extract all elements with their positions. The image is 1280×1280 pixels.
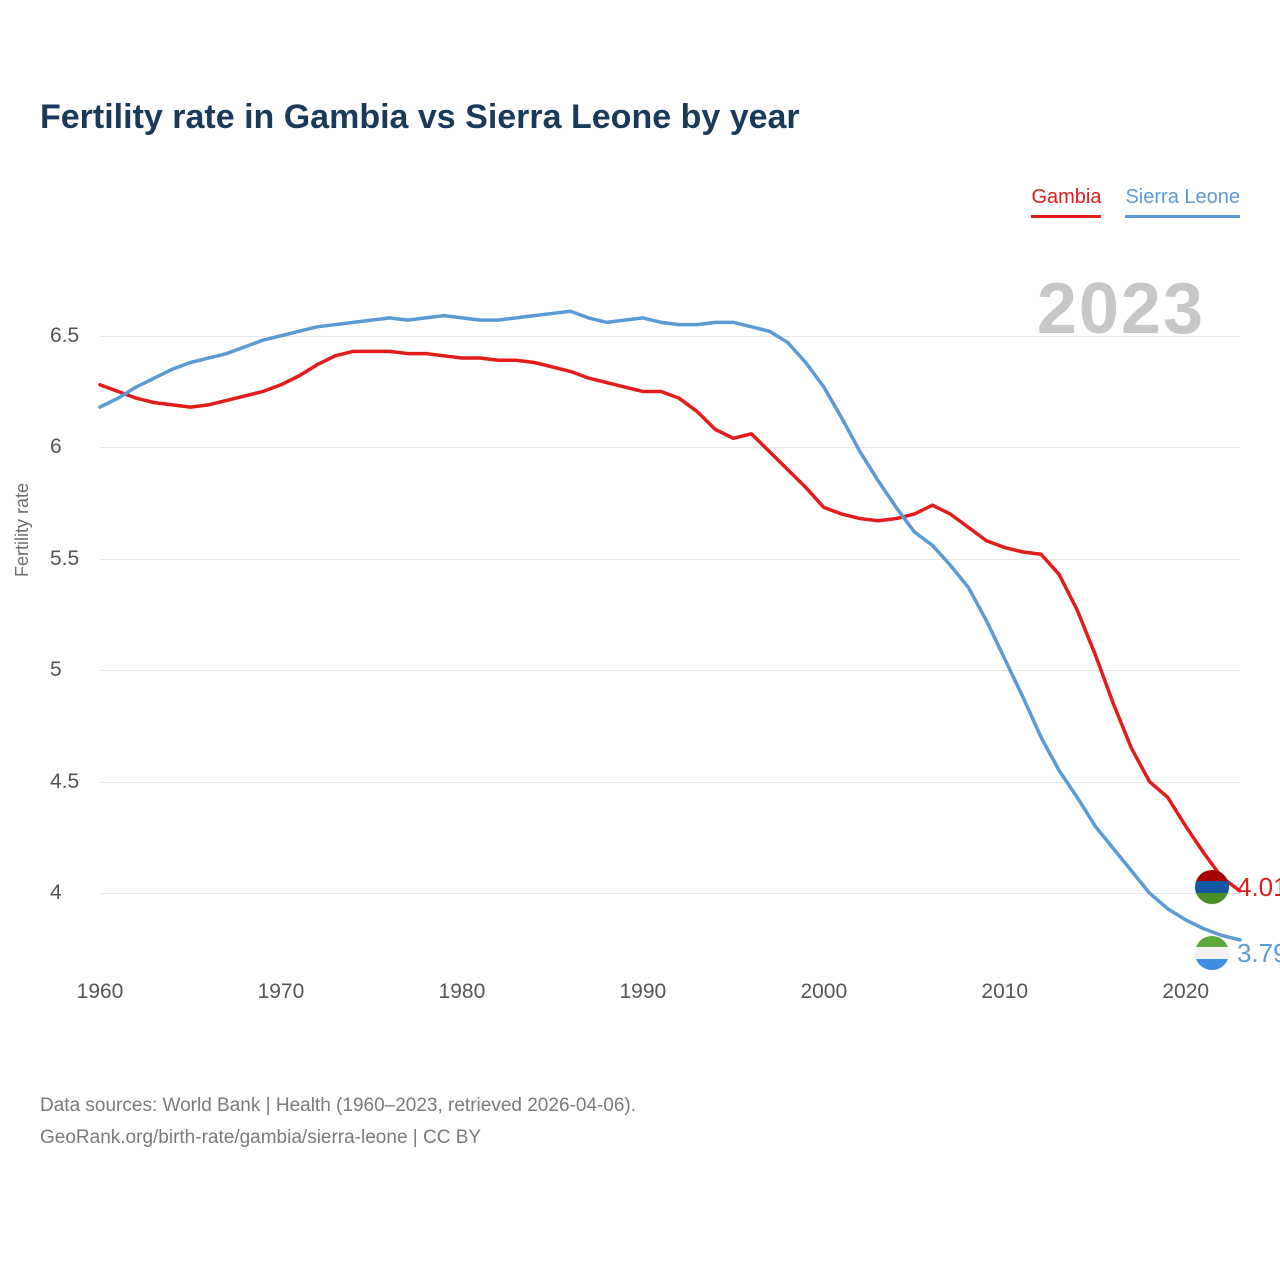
x-tick-label-2010: 2010 xyxy=(981,980,1028,1004)
sierraleone-end-value: 3.79 xyxy=(1237,938,1280,969)
gambia-flag-icon xyxy=(1195,870,1229,904)
gambia-line[interactable] xyxy=(100,351,1240,891)
footer-line-1: Data sources: World Bank | Health (1960–… xyxy=(40,1090,636,1122)
sierraleone-flag-icon xyxy=(1195,936,1229,970)
end-marker-sierraleone[interactable]: 3.79 xyxy=(1195,936,1280,970)
y-tick-label-6: 6 xyxy=(50,435,62,459)
legend-item-sierraleone[interactable]: Sierra Leone xyxy=(1125,186,1240,218)
y-tick-label-4.5: 4.5 xyxy=(50,770,79,794)
sierraleone-line[interactable] xyxy=(100,311,1240,940)
legend: Gambia Sierra Leone xyxy=(1031,186,1240,218)
y-tick-label-6.5: 6.5 xyxy=(50,324,79,348)
x-tick-label-2020: 2020 xyxy=(1162,980,1209,1004)
gambia-end-value: 4.01 xyxy=(1237,872,1280,903)
y-tick-label-5.5: 5.5 xyxy=(50,547,79,571)
y-axis-label: Fertility rate xyxy=(12,450,33,610)
x-axis: 1960 1970 1980 1990 2000 2010 2020 xyxy=(100,970,1240,1010)
x-tick-label-1970: 1970 xyxy=(258,980,305,1004)
line-chart-svg xyxy=(100,280,1240,960)
footer-text: Data sources: World Bank | Health (1960–… xyxy=(40,1090,636,1154)
footer-line-2: GeoRank.org/birth-rate/gambia/sierra-leo… xyxy=(40,1122,636,1154)
x-tick-label-1980: 1980 xyxy=(439,980,486,1004)
legend-item-gambia[interactable]: Gambia xyxy=(1031,186,1101,218)
chart-area: Fertility rate 4 4.5 5 5.5 6 6.5 1960 1970 1980… xyxy=(40,280,1240,990)
y-tick-label-5: 5 xyxy=(50,658,62,682)
y-tick-label-4: 4 xyxy=(50,881,62,905)
end-marker-gambia[interactable]: 4.01 xyxy=(1195,870,1280,904)
x-tick-label-1960: 1960 xyxy=(77,980,124,1004)
x-tick-label-2000: 2000 xyxy=(800,980,847,1004)
x-tick-label-1990: 1990 xyxy=(619,980,666,1004)
page-title: Fertility rate in Gambia vs Sierra Leone… xyxy=(40,98,800,137)
